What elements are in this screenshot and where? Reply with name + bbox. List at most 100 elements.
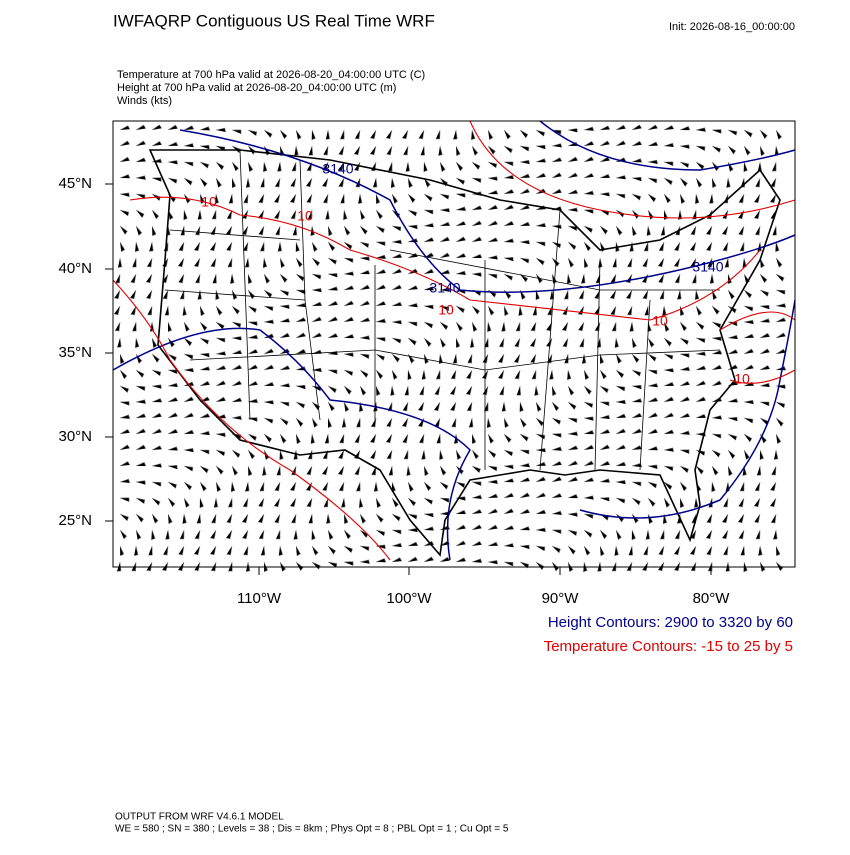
wind-barb: [503, 478, 515, 483]
wind-barb: [615, 479, 626, 485]
wind-barb: [183, 465, 194, 472]
wind-barb: [375, 558, 387, 563]
wind-barb: [677, 209, 683, 220]
wind-barb: [627, 257, 633, 268]
wind-barb: [135, 241, 140, 253]
wind-barb: [514, 353, 521, 364]
wind-barb: [215, 432, 226, 437]
wind-barb: [758, 545, 763, 556]
wind-barb: [164, 305, 170, 316]
wind-barb: [404, 385, 410, 396]
wind-barb: [503, 508, 514, 515]
wind-barb: [247, 289, 256, 300]
wind-barb: [711, 305, 720, 315]
wind-barb: [567, 385, 575, 396]
wind-barb: [583, 190, 595, 195]
wind-barb: [391, 239, 402, 244]
wind-barb: [631, 445, 643, 451]
wind-barb: [599, 173, 611, 179]
wind-barb: [295, 289, 306, 295]
wind-barb: [727, 129, 738, 136]
wind-barb: [754, 481, 761, 492]
wind-barb: [501, 401, 507, 412]
wind-barb: [503, 238, 515, 243]
wind-barb: [371, 465, 377, 476]
wind-barb: [423, 481, 432, 491]
wind-barb: [663, 368, 674, 373]
wind-barb: [151, 513, 159, 524]
wind-barb: [535, 417, 545, 427]
wind-barb: [642, 289, 649, 300]
wind-barb: [455, 253, 467, 259]
wind-barb: [274, 209, 281, 220]
wind-barb: [755, 177, 761, 188]
wind-barb: [147, 257, 153, 268]
wind-barb: [579, 337, 585, 348]
wind-barb: [487, 465, 498, 472]
wind-barb: [294, 145, 299, 156]
wind-barb: [135, 480, 146, 485]
wind-barb: [743, 449, 750, 460]
wind-barb: [418, 129, 425, 140]
wind-barb: [711, 145, 721, 153]
wind-barb: [167, 397, 179, 403]
wind-barb: [341, 417, 347, 428]
wind-barb: [359, 300, 370, 307]
wind-barb: [614, 337, 619, 348]
wind-barb: [290, 481, 297, 492]
wind-barb: [535, 144, 546, 150]
wind-barb: [567, 369, 572, 381]
wind-barb: [599, 478, 611, 483]
wind-barb: [151, 481, 162, 487]
wind-barb: [583, 495, 594, 500]
wind-barb: [501, 321, 506, 332]
wind-barb: [274, 193, 281, 204]
wind-barb: [743, 319, 754, 325]
wind-barb: [487, 204, 498, 211]
wind-barb: [759, 382, 771, 388]
wind-barb: [647, 383, 659, 388]
wind-barb: [583, 225, 593, 233]
wind-barb: [151, 445, 163, 451]
wind-barb: [631, 176, 642, 182]
wind-barb: [199, 465, 209, 474]
wind-barb: [695, 465, 704, 475]
lon-label: 80°W: [693, 590, 731, 607]
coastline: [148, 149, 781, 557]
wind-barb: [615, 225, 623, 236]
wind-barb: [323, 497, 329, 508]
wind-barb: [242, 529, 249, 540]
wind-barb: [742, 465, 747, 476]
wind-barb: [311, 301, 323, 307]
wind-barb: [583, 529, 593, 538]
wind-barb: [566, 273, 572, 285]
wind-barb: [487, 220, 498, 227]
wind-barb: [583, 369, 590, 380]
wind-barb: [135, 399, 146, 404]
wind-barb: [567, 401, 577, 410]
wind-barb: [487, 433, 495, 444]
wind-barb: [551, 510, 563, 515]
wind-barb: [199, 144, 210, 150]
wind-barb: [295, 561, 304, 571]
wind-barb: [695, 413, 707, 419]
wind-barb: [167, 382, 179, 388]
wind-barb: [295, 129, 302, 140]
wind-barb: [327, 401, 335, 412]
wind-barb: [599, 369, 607, 380]
wind-barb: [471, 558, 483, 563]
wind-barb: [499, 337, 505, 348]
lon-label: 110°W: [237, 590, 282, 607]
wind-barb: [515, 321, 521, 332]
wind-barb: [338, 449, 345, 460]
wind-barb: [439, 321, 449, 330]
wind-barb: [359, 369, 369, 378]
wind-barb: [167, 428, 179, 435]
wind-barb: [199, 380, 211, 387]
wind-barb: [629, 321, 634, 332]
wind-barb: [535, 401, 542, 412]
wind-barb: [706, 241, 713, 252]
wind-barb: [343, 513, 349, 525]
wind-barb: [178, 561, 185, 572]
temperature-contour-label: 10: [438, 302, 454, 318]
